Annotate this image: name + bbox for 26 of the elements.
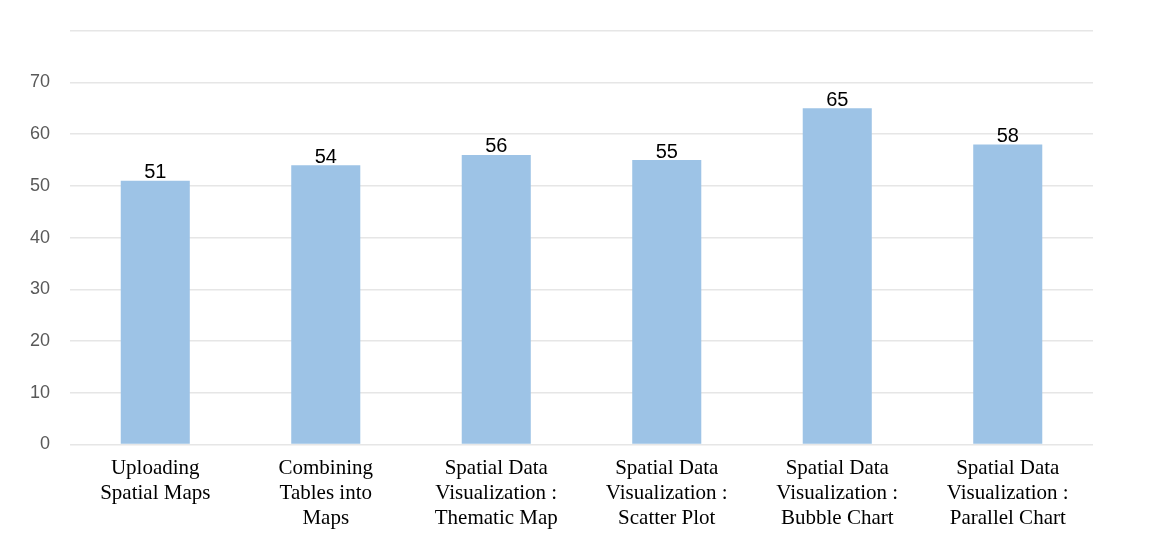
y-tick-label: 30 — [29, 278, 51, 299]
x-tick-label: Spatial Data Visualization : Parallel Chart — [946, 454, 1069, 529]
y-tick-label: 70 — [29, 71, 51, 92]
bar — [973, 144, 1043, 444]
data-label: 58 — [996, 124, 1019, 147]
y-tick-label: 20 — [29, 329, 51, 350]
data-label: 51 — [144, 160, 167, 183]
x-tick-label: Uploading Spatial Maps — [100, 454, 211, 504]
bar — [802, 108, 872, 444]
x-tick-label: Spatial Data Visualization : Scatter Plot — [605, 454, 728, 529]
x-tick-label: Spatial Data Visualization : Thematic Map — [434, 454, 558, 529]
y-tick-label: 0 — [40, 433, 51, 454]
x-tick-label: Spatial Data Visualization : Bubble Chart — [776, 454, 899, 529]
x-tick-label: Combining Tables into Maps — [278, 454, 374, 529]
bar — [120, 180, 190, 444]
y-tick-label: 50 — [29, 174, 51, 195]
y-tick-label: 40 — [29, 226, 51, 247]
bar — [291, 165, 361, 444]
data-label: 55 — [655, 139, 678, 162]
bar — [632, 160, 702, 444]
data-label: 65 — [826, 87, 849, 110]
y-tick-label: 60 — [29, 123, 51, 144]
y-tick-label: 10 — [29, 381, 51, 402]
data-label: 56 — [485, 134, 508, 157]
data-label: 54 — [314, 144, 337, 167]
bar — [461, 154, 531, 444]
